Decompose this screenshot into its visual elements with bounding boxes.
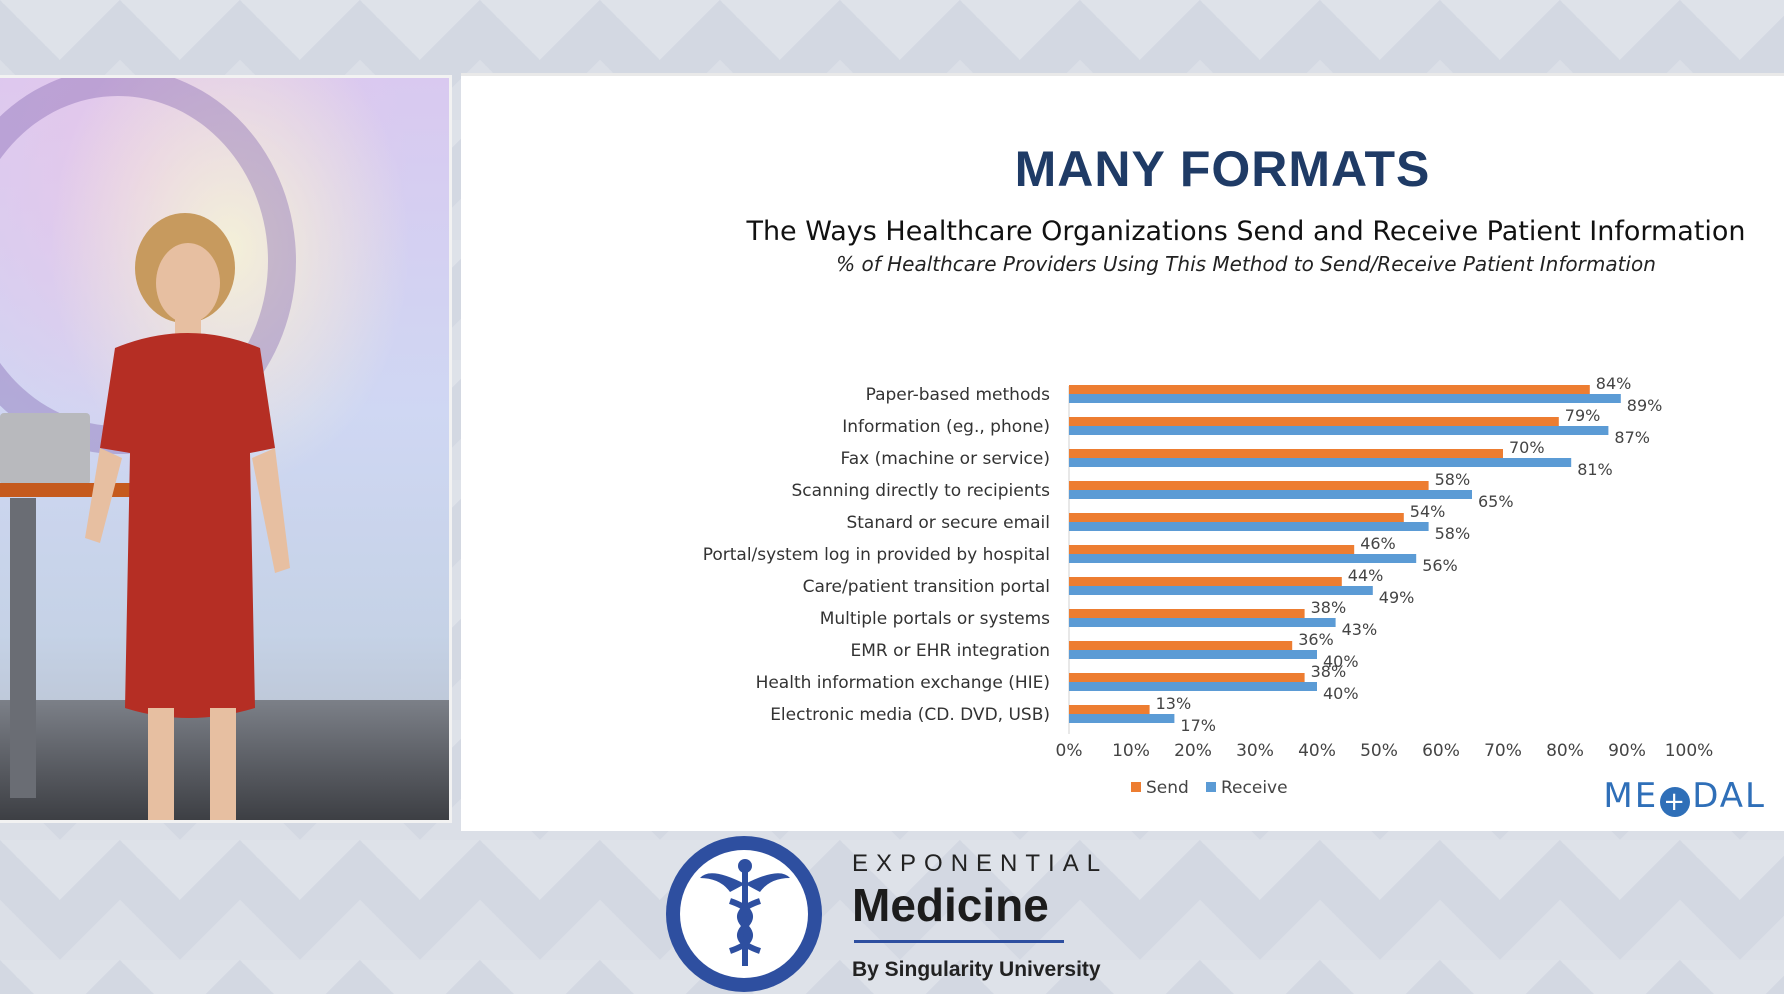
x-tick-label: 40% — [1298, 741, 1336, 761]
bar-send — [1069, 705, 1150, 714]
category-label: Multiple portals or systems — [820, 609, 1050, 629]
data-label-receive: 58% — [1435, 524, 1471, 543]
category-label: Paper-based methods — [866, 385, 1051, 405]
x-tick-label: 20% — [1174, 741, 1212, 761]
medal-logo-right: DAL — [1692, 776, 1766, 816]
brand-divider — [854, 940, 1064, 943]
slide-heading: MANY FORMATS — [1014, 141, 1431, 197]
data-label-send: 58% — [1435, 470, 1471, 489]
bar-receive — [1069, 714, 1175, 723]
bar-receive — [1069, 522, 1429, 531]
brand-line-exponential: EXPONENTIAL — [852, 850, 1109, 877]
data-label-receive: 40% — [1323, 652, 1359, 671]
category-label: Fax (machine or service) — [840, 449, 1050, 469]
data-label-send: 79% — [1565, 406, 1601, 425]
presenter-figure — [85, 213, 290, 820]
chart-title: The Ways Healthcare Organizations Send a… — [746, 216, 1746, 247]
caduceus-logo — [666, 836, 822, 992]
data-label-send: 36% — [1298, 630, 1334, 649]
x-tick-label: 90% — [1608, 741, 1646, 761]
caduceus-icon — [700, 859, 790, 966]
bar-receive — [1069, 394, 1621, 403]
legend-swatch-send — [1131, 782, 1141, 792]
bar-send — [1069, 609, 1305, 618]
data-label-send: 38% — [1311, 598, 1347, 617]
brand-line-byline: By Singularity University — [852, 958, 1101, 981]
x-tick-label: 100% — [1665, 741, 1714, 761]
category-label: Scanning directly to recipients — [792, 481, 1051, 501]
data-label-receive: 49% — [1379, 588, 1415, 607]
data-label-receive: 65% — [1478, 492, 1514, 511]
category-label: Care/patient transition portal — [803, 577, 1050, 597]
data-label-receive: 56% — [1422, 556, 1458, 575]
data-label-receive: 81% — [1577, 460, 1613, 479]
bar-send — [1069, 641, 1293, 650]
medal-logo: ME + DAL — [1603, 776, 1766, 817]
data-label-receive: 87% — [1614, 428, 1650, 447]
legend-label-send: Send — [1146, 778, 1189, 798]
data-label-receive: 17% — [1180, 716, 1216, 735]
category-label: Portal/system log in provided by hospita… — [703, 545, 1050, 565]
legend-swatch-receive — [1206, 782, 1216, 792]
bar-receive — [1069, 650, 1317, 659]
bar-receive — [1069, 618, 1336, 627]
bar-receive — [1069, 554, 1417, 563]
x-tick-label: 0% — [1056, 741, 1083, 761]
bar-send — [1069, 417, 1559, 426]
bar-receive — [1069, 458, 1572, 467]
bar-send — [1069, 513, 1404, 522]
category-label: Health information exchange (HIE) — [756, 673, 1050, 693]
data-label-receive: 43% — [1342, 620, 1378, 639]
bar-receive — [1069, 586, 1373, 595]
x-tick-label: 10% — [1112, 741, 1150, 761]
category-label: Electronic media (CD. DVD, USB) — [770, 705, 1050, 725]
bar-send — [1069, 481, 1429, 490]
laptop — [0, 413, 90, 485]
data-label-send: 46% — [1360, 534, 1396, 553]
presentation-slide: MANY FORMATS The Ways Healthcare Organiz… — [461, 73, 1784, 831]
x-tick-label: 80% — [1546, 741, 1584, 761]
category-label: Stanard or secure email — [846, 513, 1050, 533]
bar-receive — [1069, 426, 1609, 435]
bar-send — [1069, 577, 1342, 586]
x-tick-label: 50% — [1360, 741, 1398, 761]
data-label-receive: 89% — [1627, 396, 1663, 415]
category-label: Information (eg., phone) — [842, 417, 1050, 437]
data-label-receive: 40% — [1323, 684, 1359, 703]
legend-label-receive: Receive — [1221, 778, 1288, 798]
bar-send — [1069, 673, 1305, 682]
x-tick-label: 70% — [1484, 741, 1522, 761]
podium-stand — [10, 498, 36, 798]
chart-subtitle: % of Healthcare Providers Using This Met… — [836, 252, 1656, 276]
bar-send — [1069, 545, 1355, 554]
data-label-send: 38% — [1311, 662, 1347, 681]
data-label-send: 13% — [1156, 694, 1192, 713]
x-tick-label: 60% — [1422, 741, 1460, 761]
brand-line-medicine: Medicine — [852, 879, 1049, 931]
medal-logo-left: ME — [1603, 776, 1659, 816]
bar-send — [1069, 385, 1590, 394]
bar-receive — [1069, 682, 1317, 691]
data-label-send: 44% — [1348, 566, 1384, 585]
data-label-send: 70% — [1509, 438, 1545, 457]
medal-plus-icon: + — [1660, 787, 1691, 817]
bar-chart: Paper-based methods 84% 89% Information (eg… — [703, 374, 1714, 798]
bar-send — [1069, 449, 1503, 458]
video-feed — [0, 75, 452, 823]
category-label: EMR or EHR integration — [850, 641, 1050, 661]
data-label-send: 84% — [1596, 374, 1632, 393]
x-tick-label: 30% — [1236, 741, 1274, 761]
exponential-medicine-brand: EXPONENTIAL Medicine By Singularity Univ… — [666, 836, 1136, 994]
bar-receive — [1069, 490, 1472, 499]
data-label-send: 54% — [1410, 502, 1446, 521]
